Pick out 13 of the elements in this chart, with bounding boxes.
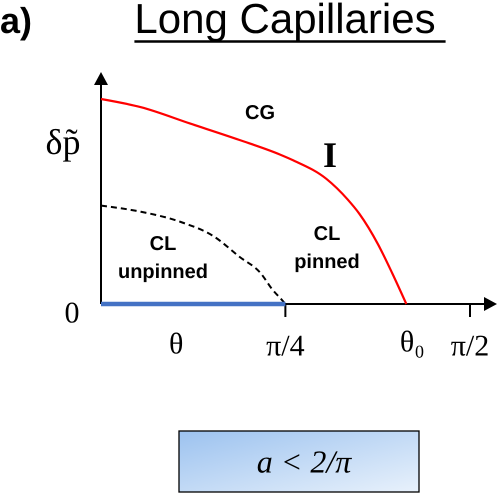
annotation: CL unpinned [118, 233, 208, 283]
x-tick-label: π/2 [450, 330, 490, 362]
y-axis-title: δp̃ [46, 122, 80, 162]
annotation: θ₀ [400, 326, 425, 358]
annotation: 0 [64, 296, 80, 330]
annotation: I [322, 135, 338, 175]
chart-title: Long Capillaries [134, 0, 436, 42]
x-axis-title: θ [169, 328, 184, 360]
annotation: CL pinned [294, 223, 360, 273]
x-tick-label: π/4 [266, 330, 305, 362]
annotation: CG [245, 102, 275, 124]
text: a < 2/π [256, 444, 352, 480]
text: a) [0, 0, 32, 41]
